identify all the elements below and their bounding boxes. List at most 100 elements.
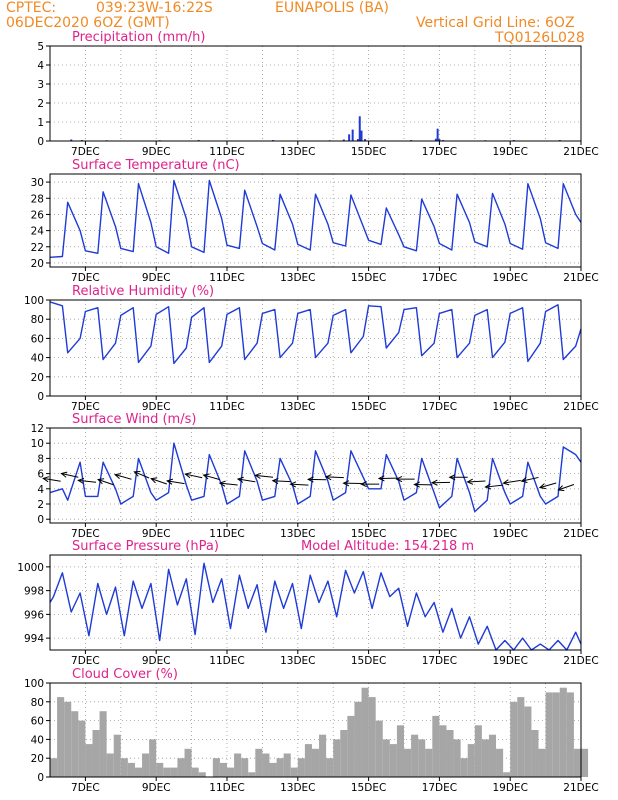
wind-arrow-head (42, 476, 50, 483)
panel-title: Surface Temperature (nC) (72, 158, 240, 173)
x-tick-label: 17DEC (422, 655, 457, 667)
x-tick-label: 7DEC (71, 655, 100, 667)
cloud-bar (283, 753, 291, 777)
cloud-bar (113, 734, 121, 777)
agency-label: CPTEC: (6, 0, 57, 16)
cloud-bar (382, 739, 390, 777)
cloud-bar (127, 762, 135, 777)
y-tick-label: 5 (37, 41, 44, 53)
x-tick-label: 11DEC (209, 272, 244, 284)
x-tick-label: 11DEC (209, 655, 244, 667)
x-tick-label: 13DEC (280, 146, 315, 158)
cloud-bar (85, 744, 93, 777)
y-tick-label: 40 (31, 353, 44, 365)
cloud-bar (566, 692, 574, 777)
wind-arrow (503, 479, 521, 484)
cloud-bar (170, 767, 178, 777)
y-tick-label: 1000 (17, 562, 44, 574)
y-tick-label: 4 (37, 484, 44, 496)
cloud-bar (531, 730, 539, 777)
plot-frame (49, 427, 582, 524)
cloud-bar (142, 753, 150, 777)
wind-arrow (325, 476, 344, 479)
x-tick-label: 15DEC (351, 528, 386, 540)
wind-arrow-head (538, 483, 546, 490)
series-line (49, 179, 582, 258)
x-tick-label: 9DEC (142, 146, 171, 158)
x-tick-label: 17DEC (422, 272, 457, 284)
cloud-bar (432, 715, 440, 777)
panel-subtitle: Model Altitude: 154.218 m (301, 539, 474, 554)
x-tick-label: 17DEC (422, 401, 457, 413)
cloud-bar (304, 744, 312, 777)
wind-arrow-head (448, 474, 456, 481)
cloud-bar (354, 701, 362, 777)
wind-arrow (521, 476, 539, 482)
cloud-bar (191, 767, 199, 777)
x-tick-label: 19DEC (492, 655, 527, 667)
precip-bar (438, 139, 441, 141)
cloud-bar (297, 758, 305, 777)
wind-arrow-head (218, 480, 226, 487)
wind-arrow (43, 477, 61, 482)
wind-arrow-head (254, 472, 262, 479)
precip-bar (434, 138, 437, 141)
x-tick-label: 21DEC (563, 528, 598, 540)
y-tick-label: 20 (31, 258, 44, 270)
x-tick-label: 13DEC (280, 528, 315, 540)
y-tick-label: 20 (31, 753, 44, 765)
cloud-bar (319, 734, 327, 777)
y-tick-label: 60 (31, 716, 44, 728)
wind-arrow-head (413, 481, 420, 488)
wind-arrow-head (165, 478, 174, 485)
wind-arrow (219, 482, 238, 486)
precip-bar (356, 139, 359, 141)
plot-frame (49, 554, 582, 651)
wind-arrow (485, 484, 504, 488)
series-line (49, 562, 582, 651)
x-tick-label: 11DEC (209, 401, 244, 413)
y-tick-label: 0 (37, 514, 44, 526)
precip-bar (351, 129, 354, 141)
panel-3: 0 20 40 60 80 100 7DEC 9DEC 11DEC 13DEC 15DEC 17DEC… (24, 284, 599, 413)
wind-arrow-head (77, 477, 85, 484)
y-tick-label: 2 (37, 98, 44, 110)
cloud-bar (241, 758, 249, 777)
wind-arrow (290, 483, 309, 486)
wind-arrow-head (324, 474, 332, 481)
cloud-bar (340, 730, 348, 777)
y-tick-label: 40 (31, 734, 44, 746)
y-tick-label: 6 (37, 469, 44, 481)
precip-bar (358, 116, 361, 141)
wind-arrow (467, 480, 486, 483)
wind-arrow (134, 471, 150, 479)
x-tick-label: 19DEC (492, 528, 527, 540)
wind-arrow-head (184, 472, 192, 479)
y-tick-label: 1 (37, 117, 44, 129)
cloud-bar (106, 753, 114, 777)
cloud-bar (581, 748, 589, 777)
cloud-bar (453, 739, 461, 777)
x-tick-label: 9DEC (142, 528, 171, 540)
x-tick-label: 7DEC (71, 272, 100, 284)
grid-line-label: Vertical Grid Line: 6OZ (416, 15, 575, 31)
cloud-bar (311, 748, 320, 777)
cloud-bar (496, 748, 504, 777)
y-tick-label: 80 (31, 697, 44, 709)
wind-arrow-head (236, 476, 244, 483)
y-tick-label: 100 (24, 678, 44, 690)
wind-arrow-head (289, 481, 297, 488)
y-tick-label: 80 (31, 314, 44, 326)
x-tick-label: 17DEC (422, 528, 457, 540)
cloud-bar (177, 758, 185, 777)
wind-arrow-head (306, 476, 314, 483)
wind-arrow-head (430, 479, 438, 486)
cloud-bar (92, 730, 100, 777)
cloud-bar (503, 772, 511, 777)
cloud-bar (510, 701, 518, 777)
wind-arrow (558, 484, 575, 491)
y-tick-label: 998 (24, 586, 44, 598)
x-tick-label: 7DEC (71, 146, 100, 158)
cloud-bar (156, 762, 164, 777)
x-tick-label: 7DEC (71, 528, 100, 540)
